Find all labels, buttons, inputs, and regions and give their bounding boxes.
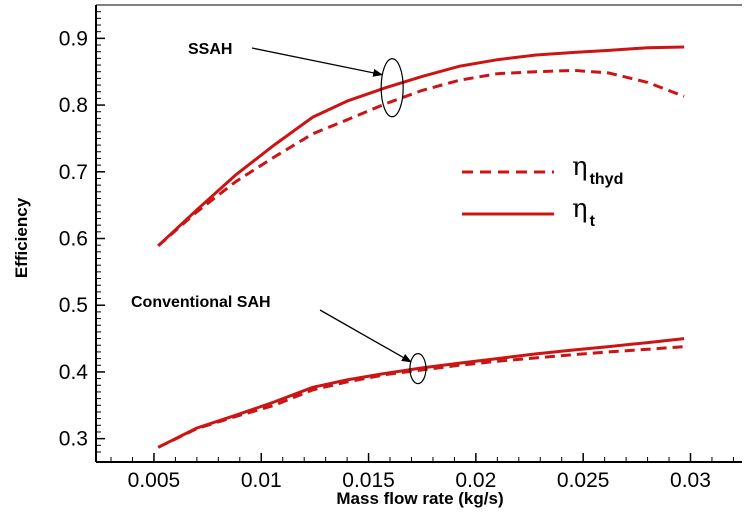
y-tick-label: 0.4 bbox=[59, 361, 89, 384]
annotation-ellipse bbox=[409, 352, 427, 385]
annotation-ellipse bbox=[380, 58, 404, 118]
series-line-conventional-sah-t bbox=[157, 337, 685, 449]
annotation-label: Conventional SAH bbox=[131, 294, 271, 311]
x-tick-label: 0.02 bbox=[455, 469, 496, 492]
series-line-conventional-sah-thyd bbox=[157, 345, 685, 449]
y-axis-title: Efficiency bbox=[12, 197, 31, 278]
x-axis-title: Mass flow rate (kg/s) bbox=[336, 489, 503, 508]
x-tick-label: 0.025 bbox=[557, 469, 610, 492]
x-tick-label: 0.005 bbox=[128, 469, 181, 492]
y-tick-label: 0.5 bbox=[59, 294, 88, 317]
annotation-label: SSAH bbox=[188, 41, 232, 58]
annotation-layer: SSAH Conventional SAH bbox=[131, 41, 427, 385]
annotation-arrow bbox=[251, 47, 384, 77]
legend: η thyd η t bbox=[462, 152, 623, 230]
series-layer bbox=[157, 45, 685, 449]
x-tick-label: 0.015 bbox=[342, 469, 395, 492]
y-tick-label: 0.8 bbox=[59, 94, 88, 117]
legend-subscript: t bbox=[590, 213, 596, 230]
plot-area: 0.005 0.01 0.015 0.02 0.025 0.03 0.3 0.4 0.5 0.6 0… bbox=[59, 4, 742, 492]
y-tick-label: 0.3 bbox=[59, 428, 88, 451]
legend-subscript: thyd bbox=[590, 171, 624, 188]
y-tick-label: 0.6 bbox=[59, 228, 88, 251]
series-line-ssah-t bbox=[157, 45, 685, 247]
y-tick-label: 0.9 bbox=[59, 27, 88, 50]
series-line-ssah-thyd bbox=[157, 68, 685, 247]
y-tick-label: 0.7 bbox=[59, 161, 88, 184]
annotation-arrow bbox=[319, 309, 412, 363]
legend-label-thyd: η thyd bbox=[572, 152, 623, 188]
x-tick-label: 0.01 bbox=[241, 469, 282, 492]
x-tick-label: 0.03 bbox=[670, 469, 711, 492]
